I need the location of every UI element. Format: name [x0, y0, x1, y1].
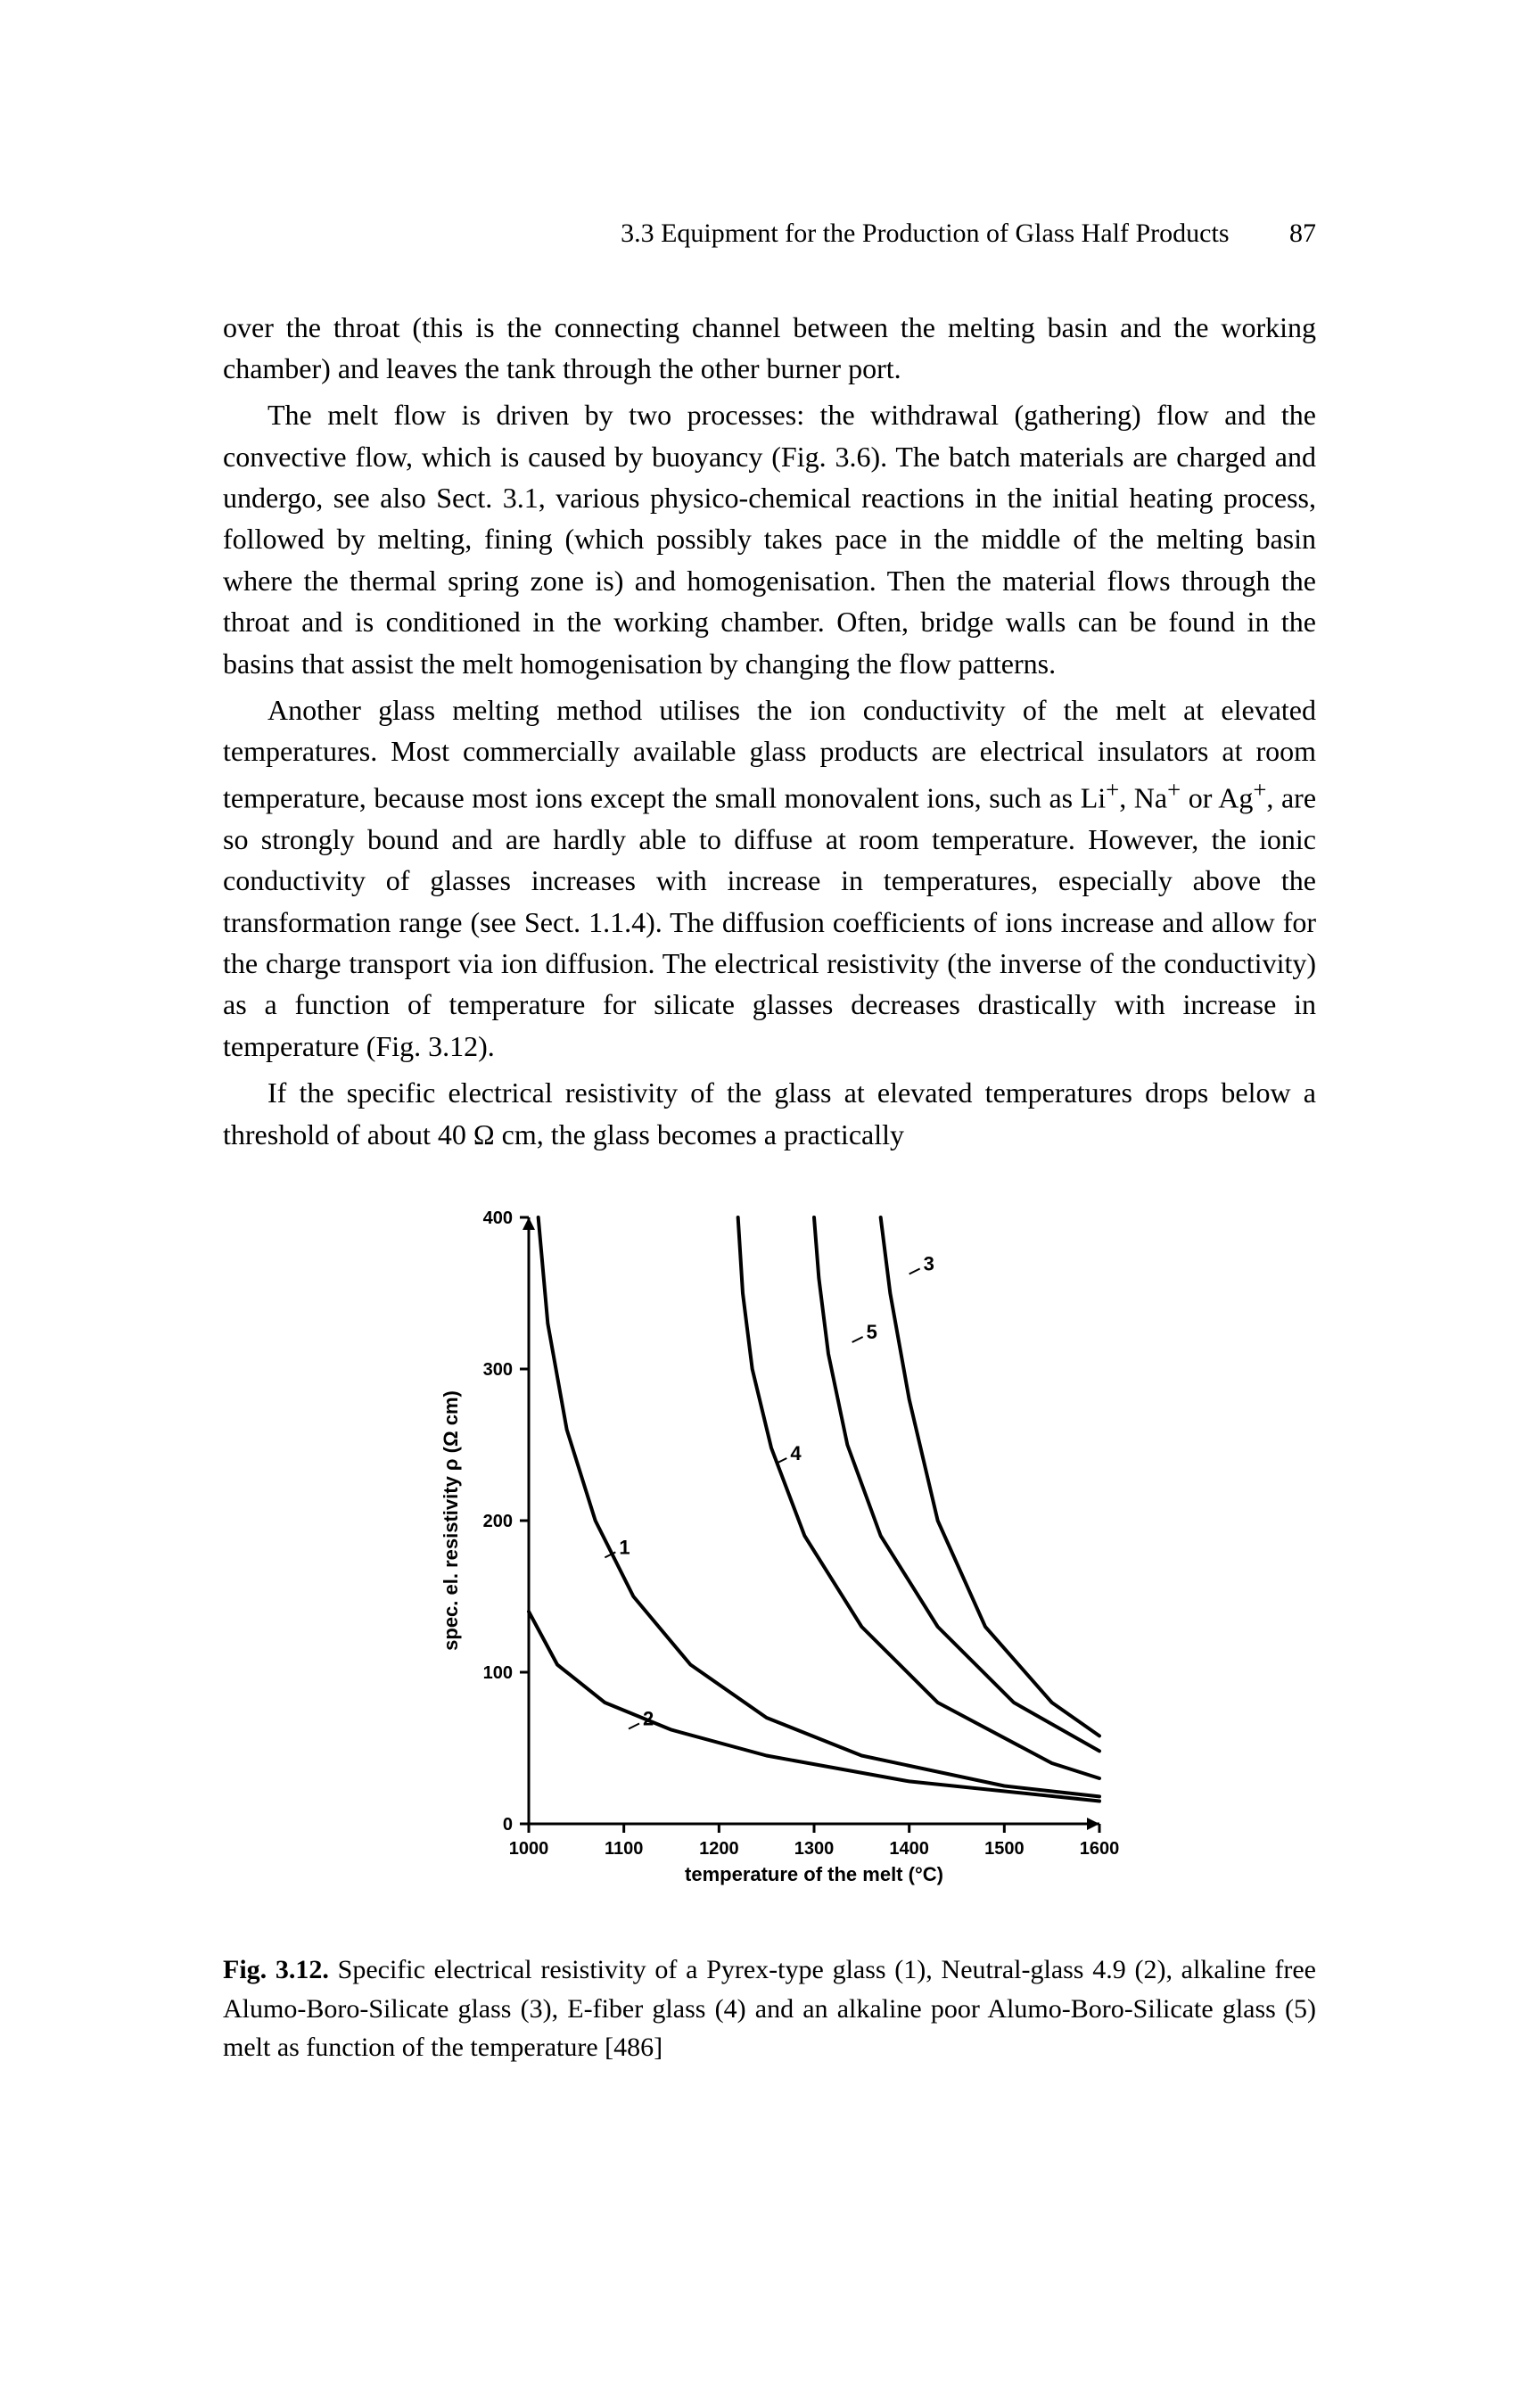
superscript-plus: + [1106, 776, 1119, 803]
figure-caption: Fig. 3.12. Specific electrical resistivi… [223, 1950, 1316, 2067]
paragraph-2: The melt flow is driven by two processes… [223, 394, 1316, 684]
svg-text:4: 4 [790, 1442, 802, 1464]
page: 3.3 Equipment for the Production of Glas… [0, 0, 1539, 2408]
p3-part-d: , are so strongly bound and are hardly a… [223, 781, 1316, 1061]
resistivity-chart: 1000 1100 1200 1300 1400 1500 1600 0 100 200 300 40… [404, 1182, 1135, 1913]
svg-text:1600: 1600 [1080, 1839, 1120, 1859]
svg-text:400: 400 [483, 1208, 513, 1228]
svg-text:1300: 1300 [794, 1839, 835, 1859]
superscript-plus: + [1167, 776, 1181, 803]
caption-text: Specific electrical resistivity of a Pyr… [223, 1955, 1316, 2062]
p3-part-b: , Na [1119, 781, 1167, 813]
caption-label: Fig. 3.12. [223, 1955, 329, 1984]
svg-text:1400: 1400 [889, 1839, 929, 1859]
svg-text:1100: 1100 [605, 1839, 643, 1859]
svg-text:1500: 1500 [984, 1839, 1025, 1859]
superscript-plus: + [1253, 776, 1266, 803]
running-header: 3.3 Equipment for the Production of Glas… [223, 214, 1316, 253]
svg-text:300: 300 [483, 1360, 513, 1380]
svg-text:2: 2 [643, 1707, 654, 1729]
svg-text:100: 100 [483, 1663, 513, 1683]
svg-text:spec. el. resistivity ρ (Ω cm): spec. el. resistivity ρ (Ω cm) [440, 1390, 462, 1651]
svg-text:1000: 1000 [509, 1839, 549, 1859]
figure-wrap: 1000 1100 1200 1300 1400 1500 1600 0 100 200 300 40… [223, 1182, 1316, 1924]
section-title: 3.3 Equipment for the Production of Glas… [621, 219, 1229, 248]
svg-text:0: 0 [503, 1815, 513, 1835]
paragraph-3: Another glass melting method utilises th… [223, 689, 1316, 1067]
svg-text:3: 3 [924, 1252, 934, 1274]
paragraph-1: over the throat (this is the connecting … [223, 307, 1316, 390]
paragraph-4: If the specific electrical resistivity o… [223, 1072, 1316, 1155]
p3-part-c: or Ag [1181, 781, 1253, 813]
svg-text:1: 1 [619, 1536, 630, 1558]
svg-text:5: 5 [867, 1321, 877, 1343]
svg-text:200: 200 [483, 1512, 513, 1531]
page-number: 87 [1289, 214, 1316, 253]
svg-text:temperature of the melt (°C): temperature of the melt (°C) [685, 1863, 943, 1885]
svg-text:1200: 1200 [699, 1839, 739, 1859]
